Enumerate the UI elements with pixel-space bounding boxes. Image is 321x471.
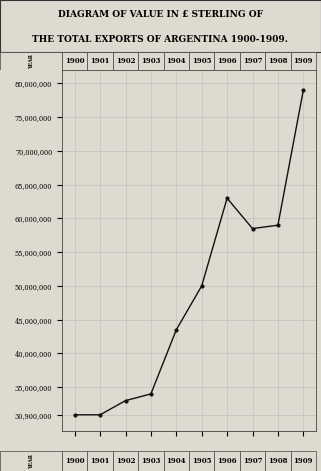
Text: 1904: 1904 <box>167 457 186 465</box>
Bar <box>240 52 265 70</box>
FancyBboxPatch shape <box>0 0 321 52</box>
Bar <box>265 451 291 471</box>
Text: 1909: 1909 <box>293 57 313 65</box>
Bar <box>214 52 240 70</box>
Text: 1900: 1900 <box>65 457 84 465</box>
Bar <box>291 52 316 70</box>
Text: 1907: 1907 <box>243 57 262 65</box>
Text: 1908: 1908 <box>268 57 288 65</box>
Bar <box>291 451 316 471</box>
Bar <box>113 52 138 70</box>
Text: 1900: 1900 <box>65 57 84 65</box>
Text: 1909: 1909 <box>293 457 313 465</box>
Text: 1901: 1901 <box>90 57 110 65</box>
Text: THE TOTAL EXPORTS OF ARGENTINA 1900-1909.: THE TOTAL EXPORTS OF ARGENTINA 1900-1909… <box>32 34 289 43</box>
Bar <box>189 451 214 471</box>
Bar <box>113 451 138 471</box>
Bar <box>214 451 240 471</box>
Text: 1906: 1906 <box>217 457 237 465</box>
Text: £: £ <box>20 57 26 66</box>
Text: 1904: 1904 <box>167 57 186 65</box>
Bar <box>138 52 164 70</box>
Bar <box>138 451 164 471</box>
Bar <box>164 451 189 471</box>
Text: 1908: 1908 <box>268 457 288 465</box>
Text: 1903: 1903 <box>141 457 160 465</box>
Text: 1903: 1903 <box>141 57 160 65</box>
Bar <box>62 52 87 70</box>
Text: YEAR: YEAR <box>29 54 33 68</box>
Text: 1902: 1902 <box>116 57 135 65</box>
Bar <box>189 52 214 70</box>
Bar <box>87 52 113 70</box>
Text: 1901: 1901 <box>90 457 110 465</box>
Bar <box>265 52 291 70</box>
Bar <box>87 451 113 471</box>
Text: 1902: 1902 <box>116 457 135 465</box>
Text: 1905: 1905 <box>192 457 212 465</box>
Text: 1906: 1906 <box>217 57 237 65</box>
Bar <box>240 451 265 471</box>
Bar <box>164 52 189 70</box>
Text: DIAGRAM OF VALUE IN £ STERLING OF: DIAGRAM OF VALUE IN £ STERLING OF <box>58 10 263 19</box>
Text: 1907: 1907 <box>243 457 262 465</box>
Text: YEAR: YEAR <box>29 454 33 469</box>
Bar <box>0 451 62 471</box>
Text: 1905: 1905 <box>192 57 212 65</box>
Bar <box>0 52 62 70</box>
Bar <box>62 451 87 471</box>
